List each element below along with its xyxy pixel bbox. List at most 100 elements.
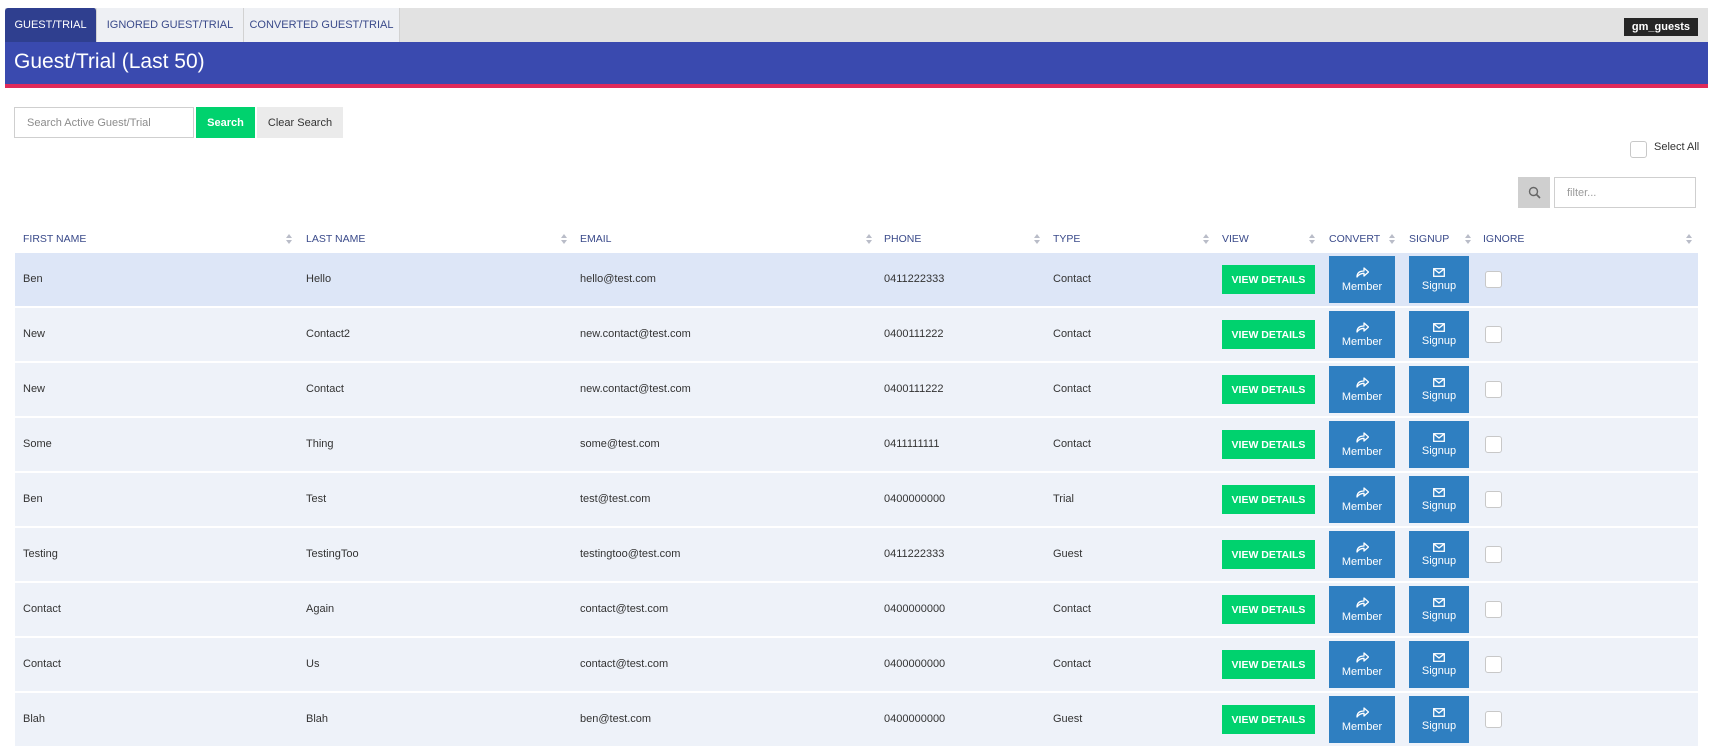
view-details-button[interactable]: VIEW DETAILS xyxy=(1222,265,1315,294)
search-input[interactable] xyxy=(14,107,194,138)
envelope-icon xyxy=(1433,487,1445,497)
ignore-checkbox[interactable] xyxy=(1485,546,1502,563)
convert-member-button[interactable]: Member xyxy=(1329,366,1395,413)
filter-search-button[interactable] xyxy=(1518,177,1550,208)
column-first-name[interactable]: FIRST NAME xyxy=(23,233,87,245)
table-row[interactable]: Contact Us contact@test.com 0400000000 C… xyxy=(15,638,1698,691)
view-details-button[interactable]: VIEW DETAILS xyxy=(1222,320,1315,349)
view-details-button[interactable]: VIEW DETAILS xyxy=(1222,595,1315,624)
column-ignore[interactable]: IGNORE xyxy=(1483,233,1525,245)
signup-label: Signup xyxy=(1421,719,1457,732)
column-convert[interactable]: CONVERT xyxy=(1329,233,1381,245)
email-cell: contact@test.com xyxy=(580,603,669,615)
sort-icon[interactable] xyxy=(1309,234,1316,245)
member-label: Member xyxy=(1341,555,1383,568)
table-row[interactable]: Ben Test test@test.com 0400000000 Trial … xyxy=(15,473,1698,526)
signup-button[interactable]: Signup xyxy=(1409,476,1469,523)
signup-button[interactable]: Signup xyxy=(1409,256,1469,303)
signup-button[interactable]: Signup xyxy=(1409,696,1469,743)
view-details-button[interactable]: VIEW DETAILS xyxy=(1222,430,1315,459)
first-name-cell: Ben xyxy=(23,493,43,505)
tab-guest-trial[interactable]: GUEST/TRIAL xyxy=(5,8,97,42)
signup-button[interactable]: Signup xyxy=(1409,421,1469,468)
last-name-cell: Thing xyxy=(306,438,334,450)
signup-button[interactable]: Signup xyxy=(1409,531,1469,578)
share-icon xyxy=(1355,321,1369,333)
column-email[interactable]: EMAIL xyxy=(580,233,612,245)
convert-member-button[interactable]: Member xyxy=(1329,256,1395,303)
sort-icon[interactable] xyxy=(286,234,293,245)
first-name-cell: Ben xyxy=(23,273,43,285)
signup-button[interactable]: Signup xyxy=(1409,641,1469,688)
member-label: Member xyxy=(1341,280,1383,293)
ignore-checkbox[interactable] xyxy=(1485,491,1502,508)
sort-icon[interactable] xyxy=(866,234,873,245)
ignore-checkbox[interactable] xyxy=(1485,326,1502,343)
column-view[interactable]: VIEW xyxy=(1222,233,1249,245)
table-row[interactable]: New Contact2 new.contact@test.com 040011… xyxy=(15,308,1698,361)
view-details-button[interactable]: VIEW DETAILS xyxy=(1222,540,1315,569)
signup-label: Signup xyxy=(1421,664,1457,677)
column-type[interactable]: TYPE xyxy=(1053,233,1081,245)
tab-converted-guest-trial[interactable]: CONVERTED GUEST/TRIAL xyxy=(244,8,400,42)
search-button[interactable]: Search xyxy=(196,107,255,138)
last-name-cell: Hello xyxy=(306,273,332,285)
view-details-button[interactable]: VIEW DETAILS xyxy=(1222,650,1315,679)
select-all-label: Select All xyxy=(1654,141,1700,153)
last-name-cell: Blah xyxy=(306,713,329,725)
sort-icon[interactable] xyxy=(1203,234,1210,245)
ignore-checkbox[interactable] xyxy=(1485,381,1502,398)
last-name-cell: Contact2 xyxy=(306,328,351,340)
clear-search-button[interactable]: Clear Search xyxy=(257,107,343,138)
ignore-checkbox[interactable] xyxy=(1485,436,1502,453)
convert-member-button[interactable]: Member xyxy=(1329,421,1395,468)
email-cell: ben@test.com xyxy=(580,713,652,725)
sort-icon[interactable] xyxy=(1686,234,1693,245)
signup-button[interactable]: Signup xyxy=(1409,311,1469,358)
type-cell: Contact xyxy=(1053,273,1091,285)
email-cell: hello@test.com xyxy=(580,273,656,285)
filter-input[interactable] xyxy=(1554,177,1696,208)
table-row[interactable]: Contact Again contact@test.com 040000000… xyxy=(15,583,1698,636)
table-row[interactable]: New Contact new.contact@test.com 0400111… xyxy=(15,363,1698,416)
table-row[interactable]: Ben Hello hello@test.com 0411222333 Cont… xyxy=(15,253,1698,306)
convert-member-button[interactable]: Member xyxy=(1329,641,1395,688)
column-signup[interactable]: SIGNUP xyxy=(1409,233,1450,245)
convert-member-button[interactable]: Member xyxy=(1329,696,1395,743)
phone-cell: 0411222333 xyxy=(884,548,945,560)
sort-icon[interactable] xyxy=(1389,234,1396,245)
signup-button[interactable]: Signup xyxy=(1409,366,1469,413)
signup-button[interactable]: Signup xyxy=(1409,586,1469,633)
select-all-checkbox[interactable] xyxy=(1630,141,1647,158)
convert-member-button[interactable]: Member xyxy=(1329,531,1395,578)
share-icon xyxy=(1355,596,1369,608)
share-icon xyxy=(1355,431,1369,443)
last-name-cell: Test xyxy=(306,493,327,505)
table-row[interactable]: Testing TestingToo testingtoo@test.com 0… xyxy=(15,528,1698,581)
phone-cell: 0400000000 xyxy=(884,713,946,725)
tab-ignored-guest-trial[interactable]: IGNORED GUEST/TRIAL xyxy=(97,8,244,42)
ignore-checkbox[interactable] xyxy=(1485,711,1502,728)
search-icon xyxy=(1528,186,1541,199)
first-name-cell: Testing xyxy=(23,548,58,560)
sort-icon[interactable] xyxy=(1034,234,1041,245)
share-icon xyxy=(1355,651,1369,663)
type-cell: Contact xyxy=(1053,328,1091,340)
sort-icon[interactable] xyxy=(1465,234,1472,245)
ignore-checkbox[interactable] xyxy=(1485,656,1502,673)
column-last-name[interactable]: LAST NAME xyxy=(306,233,366,245)
column-phone[interactable]: PHONE xyxy=(884,233,922,245)
table-row[interactable]: Blah Blah ben@test.com 0400000000 Guest … xyxy=(15,693,1698,746)
ignore-checkbox[interactable] xyxy=(1485,271,1502,288)
member-label: Member xyxy=(1341,445,1383,458)
view-details-button[interactable]: VIEW DETAILS xyxy=(1222,375,1315,404)
convert-member-button[interactable]: Member xyxy=(1329,586,1395,633)
convert-member-button[interactable]: Member xyxy=(1329,476,1395,523)
ignore-checkbox[interactable] xyxy=(1485,601,1502,618)
table-row[interactable]: Some Thing some@test.com 0411111111 Cont… xyxy=(15,418,1698,471)
view-details-button[interactable]: VIEW DETAILS xyxy=(1222,485,1315,514)
email-cell: new.contact@test.com xyxy=(580,383,691,395)
sort-icon[interactable] xyxy=(561,234,568,245)
view-details-button[interactable]: VIEW DETAILS xyxy=(1222,705,1315,734)
convert-member-button[interactable]: Member xyxy=(1329,311,1395,358)
